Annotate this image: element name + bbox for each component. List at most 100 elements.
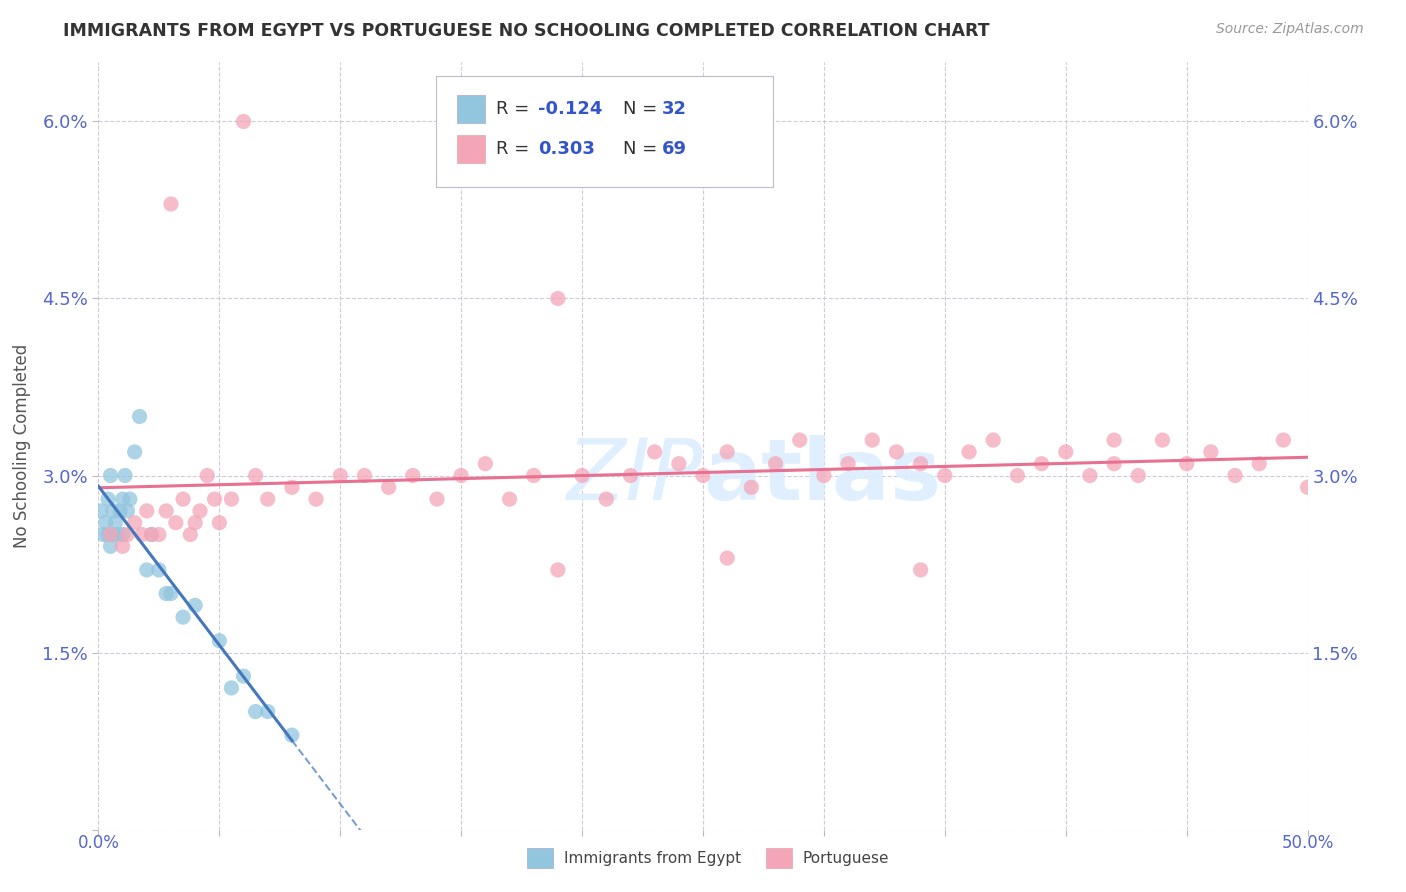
Point [97, 527, 120, 541]
Text: Immigrants from Egypt: Immigrants from Egypt [564, 851, 741, 865]
Text: N =: N = [623, 140, 662, 158]
Point [1249, 457, 1271, 471]
Point [1031, 457, 1053, 471]
Point [117, 504, 139, 518]
Point [114, 468, 136, 483]
Point [97, 492, 120, 507]
Point [111, 539, 134, 553]
Point [101, 504, 124, 518]
Point [450, 468, 472, 483]
Point [281, 728, 304, 742]
Point [124, 445, 146, 459]
Point [141, 527, 163, 541]
Point [221, 492, 243, 507]
Point [141, 527, 163, 541]
Point [165, 516, 187, 530]
Point [740, 480, 762, 494]
Point [256, 492, 278, 507]
Point [1272, 433, 1295, 447]
Text: IMMIGRANTS FROM EGYPT VS PORTUGUESE NO SCHOOLING COMPLETED CORRELATION CHART: IMMIGRANTS FROM EGYPT VS PORTUGUESE NO S… [63, 22, 990, 40]
Point [148, 527, 170, 541]
Text: R =: R = [496, 140, 536, 158]
Point [104, 516, 127, 530]
Point [94, 516, 117, 530]
Point [668, 457, 690, 471]
Point [208, 516, 231, 530]
Point [305, 492, 328, 507]
Point [172, 492, 194, 507]
Point [101, 527, 124, 541]
Point [155, 504, 177, 518]
Text: 0.0%: 0.0% [77, 834, 120, 852]
Point [155, 586, 177, 600]
Point [934, 468, 956, 483]
Point [232, 669, 254, 683]
Point [619, 468, 641, 483]
Point [124, 516, 146, 530]
Point [204, 492, 226, 507]
Text: R =: R = [496, 100, 536, 118]
Point [1152, 433, 1174, 447]
Point [160, 197, 183, 211]
Point [108, 504, 131, 518]
Text: atlas: atlas [703, 435, 941, 518]
Point [547, 292, 569, 306]
Text: N =: N = [623, 100, 662, 118]
Text: Source: ZipAtlas.com: Source: ZipAtlas.com [1216, 22, 1364, 37]
Point [644, 445, 666, 459]
Point [1078, 468, 1101, 483]
Point [595, 492, 617, 507]
Point [281, 480, 304, 494]
Point [716, 445, 738, 459]
Point [111, 492, 134, 507]
Point [402, 468, 425, 483]
Point [256, 705, 278, 719]
Point [547, 563, 569, 577]
Point [184, 516, 207, 530]
Point [172, 610, 194, 624]
Point [1102, 433, 1125, 447]
Point [135, 563, 157, 577]
Point [329, 468, 352, 483]
Point [208, 633, 231, 648]
Point [571, 468, 593, 483]
Point [789, 433, 811, 447]
Point [221, 681, 243, 695]
Text: -0.124: -0.124 [538, 100, 603, 118]
Point [117, 527, 139, 541]
Text: 69: 69 [662, 140, 688, 158]
Point [377, 480, 399, 494]
Point [1054, 445, 1077, 459]
Point [91, 527, 114, 541]
Point [860, 433, 883, 447]
Point [135, 504, 157, 518]
Point [245, 705, 267, 719]
Point [981, 433, 1004, 447]
Point [353, 468, 375, 483]
Point [910, 563, 932, 577]
Point [128, 409, 150, 424]
Point [131, 527, 153, 541]
Point [837, 457, 859, 471]
Point [111, 527, 134, 541]
Point [716, 551, 738, 566]
Point [195, 468, 218, 483]
Point [148, 563, 170, 577]
Point [100, 539, 122, 553]
Point [1128, 468, 1150, 483]
Point [160, 586, 183, 600]
Point [90, 504, 112, 518]
Text: Portuguese: Portuguese [803, 851, 890, 865]
Text: 50.0%: 50.0% [1281, 834, 1334, 852]
Text: 0.303: 0.303 [538, 140, 595, 158]
Text: 32: 32 [662, 100, 688, 118]
Point [107, 527, 129, 541]
Point [1102, 457, 1125, 471]
Point [523, 468, 546, 483]
Point [245, 468, 267, 483]
Point [118, 492, 141, 507]
Point [765, 457, 787, 471]
Point [100, 468, 122, 483]
Point [1296, 480, 1319, 494]
Point [498, 492, 520, 507]
